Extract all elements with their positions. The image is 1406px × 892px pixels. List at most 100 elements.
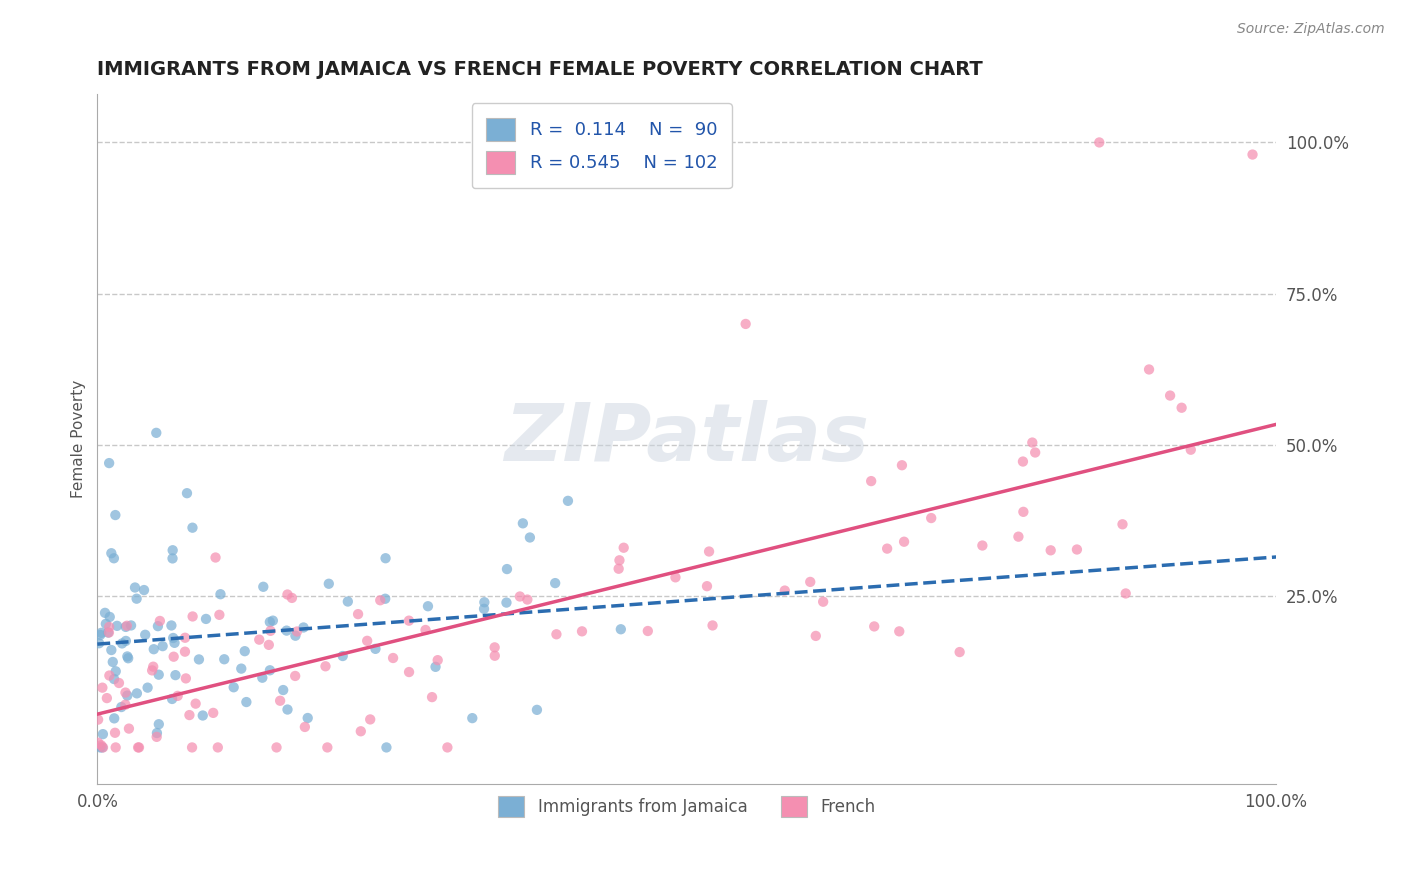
Point (1012, 454, 1035, 468)
Point (495, 596, 517, 610)
Point (90, 738, 112, 752)
Point (231, 662, 253, 676)
Point (115, 634, 138, 648)
Point (174, 645, 197, 659)
Point (426, 653, 449, 667)
Point (97, 625, 120, 640)
Point (114, 620, 136, 634)
Point (1024, 445, 1046, 459)
Point (1021, 435, 1043, 450)
Point (347, 607, 370, 621)
Point (160, 692, 183, 706)
Point (314, 659, 336, 673)
Point (90, 625, 112, 640)
Point (920, 511, 942, 525)
Point (359, 713, 381, 727)
Point (889, 624, 911, 639)
Point (1111, 517, 1133, 532)
Point (398, 614, 420, 628)
Point (117, 689, 139, 703)
Point (811, 595, 834, 609)
Point (259, 615, 281, 629)
Point (281, 591, 304, 605)
Point (91, 740, 114, 755)
Point (128, 740, 150, 755)
Point (97, 625, 120, 640)
Point (257, 638, 280, 652)
Point (162, 543, 184, 558)
Point (111, 636, 134, 650)
Point (108, 676, 131, 690)
Point (266, 740, 288, 755)
Point (496, 562, 519, 576)
Point (285, 624, 308, 639)
Point (1170, 401, 1192, 415)
Point (115, 619, 138, 633)
Point (163, 636, 186, 650)
Point (284, 669, 307, 683)
Point (1007, 530, 1029, 544)
Point (96, 691, 118, 706)
Point (607, 562, 630, 576)
Point (98, 668, 121, 682)
Point (269, 694, 291, 708)
Point (375, 740, 398, 755)
Point (91, 681, 114, 695)
Point (181, 609, 204, 624)
Point (104, 508, 127, 522)
Point (98, 456, 121, 470)
Point (104, 740, 127, 755)
Point (262, 614, 284, 628)
Point (118, 722, 141, 736)
Point (571, 624, 593, 639)
Point (110, 700, 132, 714)
Point (103, 551, 125, 566)
Point (87, 713, 110, 727)
Point (332, 648, 354, 663)
Point (512, 516, 534, 531)
Point (374, 591, 396, 606)
Point (94, 606, 117, 620)
Point (148, 717, 170, 731)
Point (117, 651, 139, 665)
Point (120, 618, 142, 632)
Point (162, 551, 184, 566)
Point (152, 639, 174, 653)
Point (91, 727, 114, 741)
Point (142, 659, 165, 673)
Point (284, 629, 307, 643)
Point (91, 740, 114, 755)
Point (1039, 543, 1062, 558)
Point (526, 703, 548, 717)
Point (174, 631, 197, 645)
Point (98, 620, 121, 634)
Point (146, 619, 169, 633)
Point (461, 711, 484, 725)
Point (184, 697, 207, 711)
Point (292, 620, 315, 634)
Point (863, 619, 886, 633)
Point (104, 665, 127, 679)
Point (804, 629, 827, 643)
Point (163, 649, 186, 664)
Point (509, 590, 531, 604)
Point (187, 652, 209, 666)
Point (876, 541, 898, 556)
Point (179, 708, 201, 723)
Point (613, 541, 636, 555)
Point (276, 702, 298, 716)
Point (546, 627, 568, 641)
Point (382, 651, 405, 665)
Point (890, 458, 912, 473)
Point (235, 695, 257, 709)
Point (114, 698, 136, 712)
Point (125, 686, 148, 700)
Point (94, 616, 117, 631)
Point (149, 614, 172, 628)
Point (202, 706, 225, 720)
Point (519, 531, 541, 545)
Point (176, 486, 198, 500)
Point (702, 618, 724, 632)
Point (117, 649, 139, 664)
Point (252, 671, 274, 685)
